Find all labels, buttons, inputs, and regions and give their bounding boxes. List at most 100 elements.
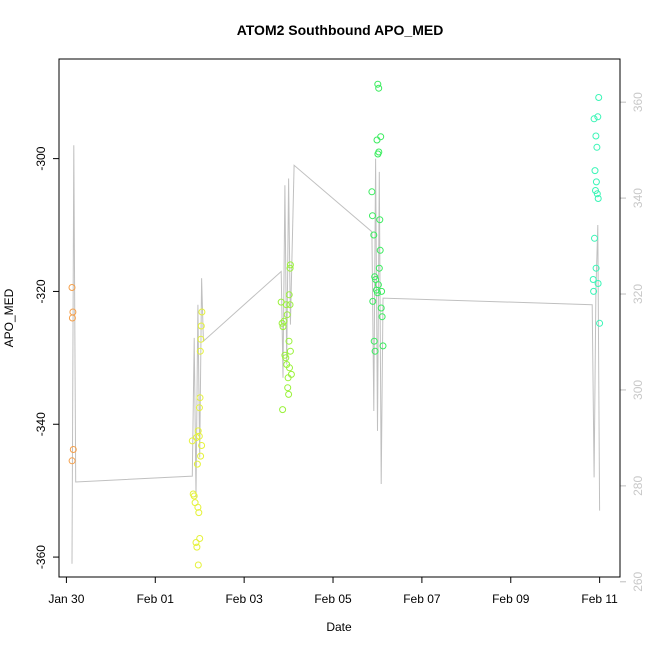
data-point-3-21 [284, 374, 292, 382]
data-point-5-3 [595, 94, 603, 101]
data-point-1-3 [68, 314, 76, 322]
data-point-4-7 [374, 289, 381, 297]
data-point-2-20 [197, 322, 205, 330]
data-point-4-18 [373, 136, 381, 144]
data-point-5-14 [594, 280, 602, 287]
x-tick-label-3: Feb 03 [225, 592, 263, 606]
data-point-3-20 [282, 301, 290, 309]
data-point-2-3 [190, 492, 198, 500]
data-point-5-10 [594, 195, 602, 202]
data-point-5-6 [591, 167, 599, 175]
data-point-3-19 [283, 311, 291, 319]
data-point-2-12 [195, 432, 203, 440]
data-point-3-15 [286, 301, 294, 309]
data-point-3-8 [284, 384, 292, 392]
data-point-1-1 [68, 284, 76, 291]
data-point-3-3 [279, 323, 287, 331]
y-tick-label-4: -300 [34, 146, 48, 170]
data-point-5-12 [592, 264, 600, 272]
y2-tick-label-4: 320 [631, 284, 645, 304]
data-point-4-24 [378, 287, 386, 295]
y-axis-label: APO_MED [2, 288, 16, 347]
data-point-2-7 [194, 503, 202, 511]
x-tick-label-7: Feb 11 [581, 592, 618, 606]
data-point-2-1 [188, 437, 196, 445]
data-point-3-9 [285, 390, 293, 398]
data-point-4-12 [378, 313, 386, 321]
data-point-4-1 [368, 188, 376, 196]
data-point-3-13 [287, 370, 295, 378]
data-point-2-14 [197, 452, 205, 460]
data-point-3-2 [278, 319, 286, 327]
data-point-2-19 [198, 308, 206, 316]
data-point-4-15 [370, 337, 378, 345]
data-point-5-16 [596, 319, 604, 327]
data-point-4-8 [374, 281, 382, 289]
data-point-5-11 [591, 234, 598, 242]
x-tick-label-6: Feb 09 [492, 592, 530, 606]
data-point-4-3 [370, 231, 378, 239]
data-point-3-11 [286, 364, 293, 372]
data-point-2-10 [194, 561, 202, 569]
data-point-4-23 [375, 84, 383, 92]
data-point-5-1 [590, 115, 598, 123]
data-point-2-13 [198, 442, 206, 449]
data-point-3-18 [286, 261, 294, 269]
x-tick-label-1: Jan 30 [48, 592, 84, 606]
data-point-5-8 [592, 187, 599, 194]
data-point-4-17 [376, 216, 384, 224]
y2-tick-label-6: 360 [631, 92, 645, 112]
data-point-1-4 [69, 446, 77, 453]
data-point-4-14 [369, 297, 377, 305]
x-axis-label: Date [326, 620, 352, 634]
y-tick-label-2: -340 [34, 412, 48, 436]
data-point-4-11 [377, 304, 385, 312]
y2-tick-label-5: 340 [631, 188, 645, 208]
plot-layer: Jan 30 Feb 01 Feb 03 Feb 05 Feb 07 Feb 09 Feb … [34, 80, 645, 606]
data-point-5-13 [589, 276, 597, 283]
data-point-4-10 [376, 246, 384, 254]
data-point-4-9 [375, 264, 383, 272]
data-point-3-12 [286, 347, 294, 355]
data-point-4-20 [375, 148, 383, 156]
data-point-4-22 [374, 80, 382, 88]
data-point-2-16 [195, 404, 203, 412]
data-point-5-9 [593, 190, 601, 198]
y2-tick-label-1: 260 [631, 571, 645, 591]
data-point-5-7 [592, 178, 600, 186]
data-point-2-9 [196, 535, 204, 542]
data-point-3-10 [279, 406, 287, 414]
data-point-3-17 [286, 264, 294, 272]
data-point-4-5 [372, 276, 380, 283]
x-tick-label-5: Feb 07 [403, 592, 441, 606]
data-point-5-2 [594, 113, 602, 121]
data-point-3-14 [285, 337, 293, 345]
data-point-5-15 [590, 287, 598, 295]
y2-tick-label-3: 300 [631, 380, 645, 400]
y-tick-label-1: -360 [34, 545, 48, 569]
y-tick-label-3: -320 [34, 279, 48, 303]
data-point-2-18 [193, 460, 201, 468]
data-point-2-22 [196, 347, 204, 355]
data-point-2-21 [197, 335, 205, 343]
data-point-2-15 [194, 427, 202, 435]
data-point-4-21 [377, 133, 385, 141]
data-point-1-5 [68, 457, 76, 465]
data-point-3-4 [280, 317, 288, 325]
data-point-2-8 [195, 509, 203, 517]
data-point-3-16 [285, 291, 293, 299]
data-point-4-13 [379, 342, 387, 350]
data-point-4-2 [369, 212, 376, 220]
data-point-2-17 [196, 394, 204, 402]
data-point-5-5 [593, 143, 601, 151]
x-tick-label-4: Feb 05 [314, 592, 352, 606]
x-tick-label-2: Feb 01 [137, 592, 175, 606]
data-point-4-16 [371, 347, 379, 355]
y2-tick-label-2: 280 [631, 476, 645, 496]
data-point-3-6 [282, 354, 290, 362]
plot-frame [58, 58, 621, 578]
chart-title: ATOM2 Southbound APO_MED [237, 22, 444, 38]
series-line [71, 145, 601, 564]
